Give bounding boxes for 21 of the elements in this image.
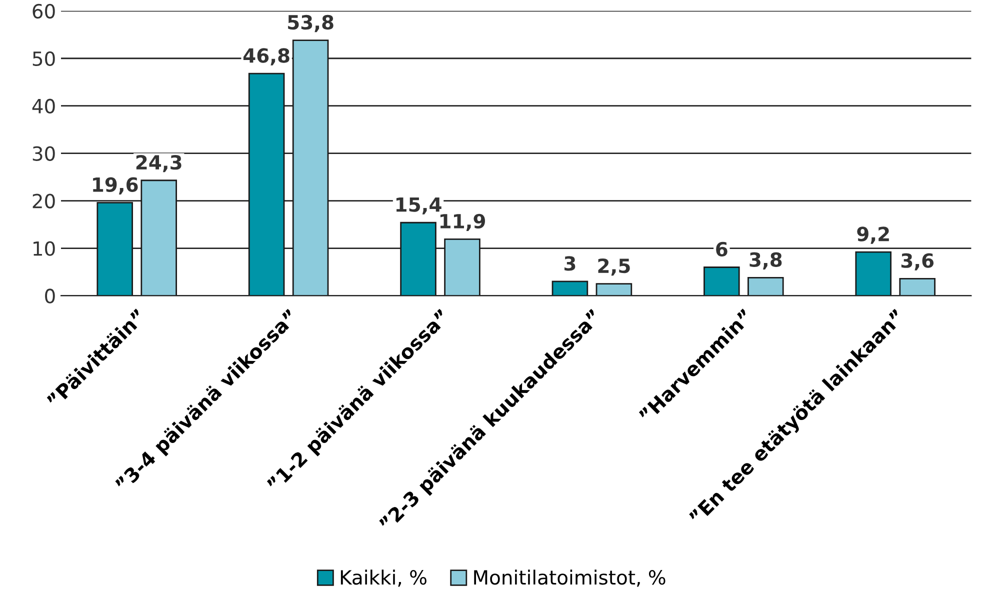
data-label: 15,4 <box>396 197 442 214</box>
data-label: 6 <box>716 242 728 257</box>
legend-label: Kaikki, % <box>340 570 426 587</box>
data-label: 2,5 <box>598 258 630 276</box>
y-tick-label: 50 <box>32 51 55 66</box>
data-label: 19,6 <box>93 177 138 194</box>
data-label: 46,8 <box>243 48 290 66</box>
data-label: 3,8 <box>750 252 782 270</box>
data-label: 24,3 <box>136 154 182 172</box>
y-tick-label: 40 <box>32 98 55 114</box>
legend-label: Monitilatoimistot, % <box>474 570 666 587</box>
data-label: 53,8 <box>288 14 334 32</box>
data-label: 3 <box>564 256 576 271</box>
data-label: 3,6 <box>901 253 934 270</box>
y-tick-label: 10 <box>34 241 55 256</box>
y-tick-label: 30 <box>32 146 55 161</box>
data-label: 9,2 <box>857 226 889 244</box>
y-tick-label: 0 <box>45 288 55 304</box>
data-label: 11,9 <box>440 214 485 232</box>
y-tick-label: 20 <box>32 194 55 208</box>
y-tick-label: 60 <box>32 4 55 19</box>
